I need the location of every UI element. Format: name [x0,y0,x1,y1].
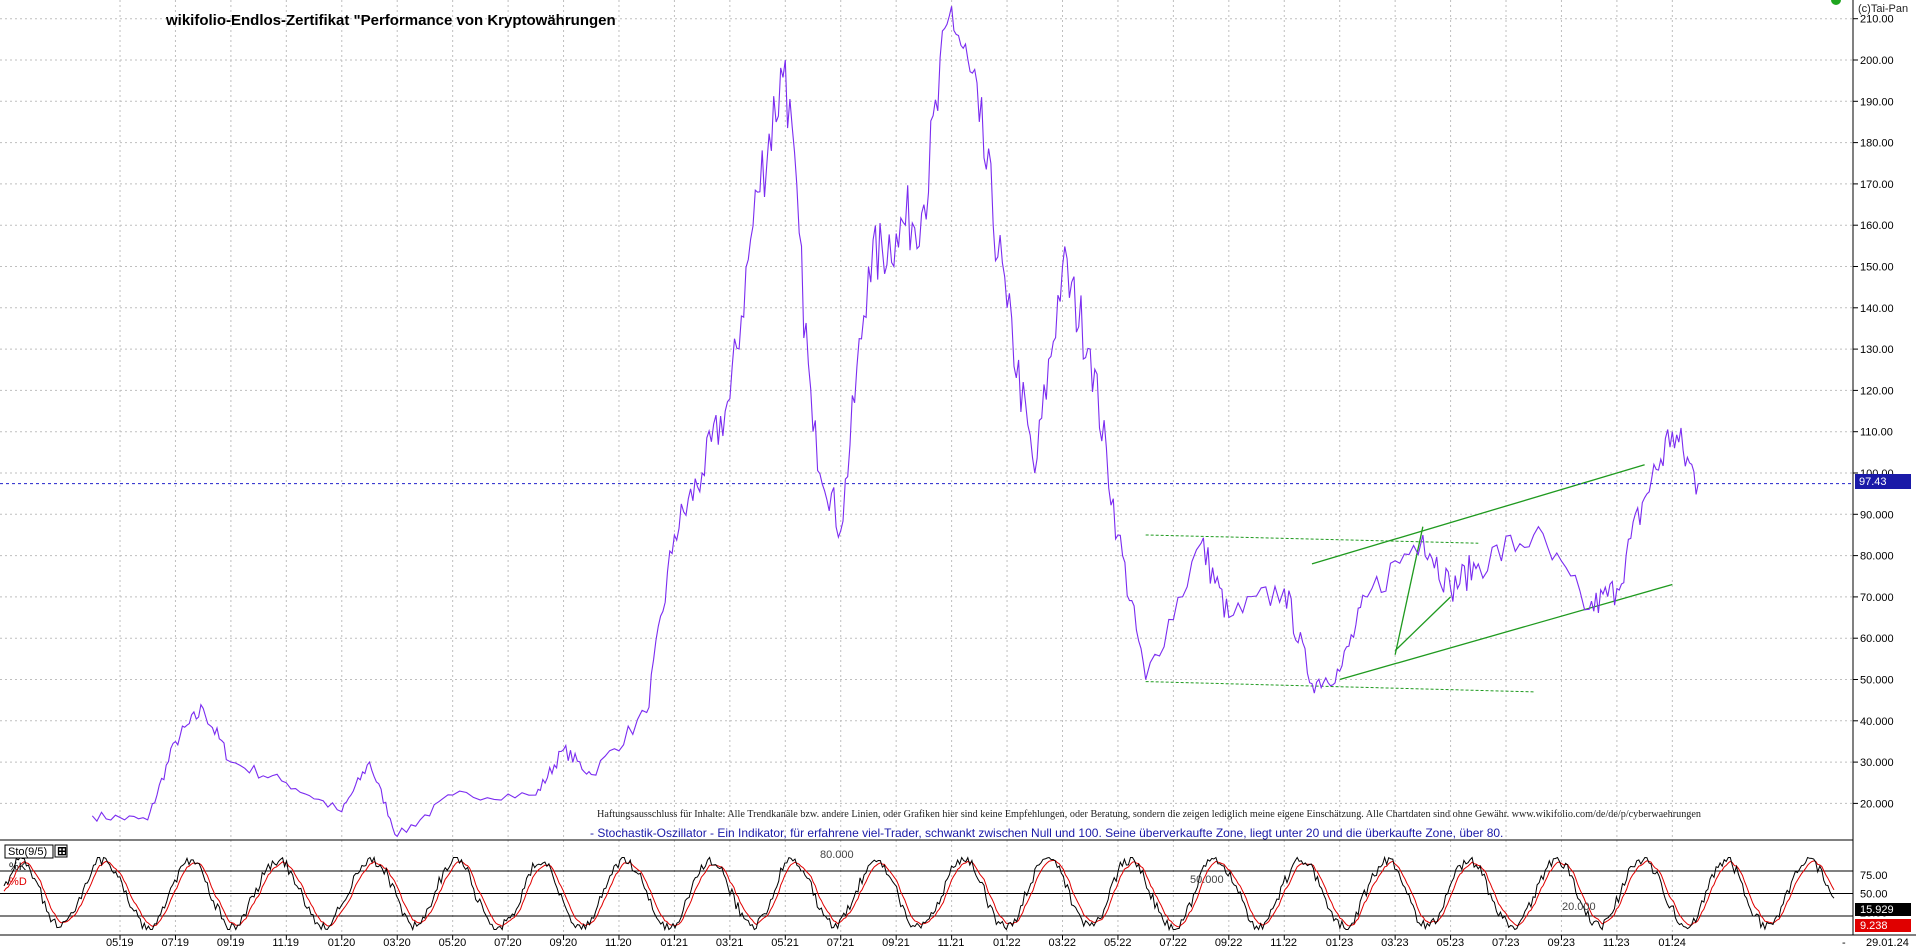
price-line [91,6,1699,838]
time-tick-label: 11.23 [1603,937,1630,948]
indicator-name: Sto(9/5) [8,846,47,858]
last-date-label: 29.01.24 [1866,937,1909,948]
price-tick-label: 120.00 [1860,385,1894,397]
stochastic-tick-label: 75.00 [1860,870,1888,882]
price-tick-label: 40.000 [1860,716,1894,728]
time-tick-label: 05.21 [771,937,799,948]
stochastic-grid [0,870,1853,917]
time-tick-label: 03.21 [716,937,744,948]
status-dot-icon [1831,0,1841,5]
time-tick-label: 11.22 [1270,937,1297,948]
last-price-badge [1855,474,1911,489]
time-tick-label: 03.23 [1381,937,1409,948]
indicator-settings-button[interactable] [54,844,68,858]
stochastic-k-line [3,855,1835,932]
time-tick-label: 09.19 [217,937,245,948]
time-tick-label: 07.19 [161,937,189,948]
copyright-label: (c)Tai-Pan [1858,3,1908,15]
grid-lines [0,0,1853,935]
level-50-label: 50.000 [1190,874,1224,886]
time-tick-label: 03.22 [1049,937,1077,948]
price-axis: 20.000 30.000 40.000 50.000 60.000 70.000 80.0… [1853,14,1894,810]
current-k-badge [1855,903,1911,916]
price-tick-label: 210.00 [1860,14,1894,26]
time-tick-label: 01.24 [1658,937,1686,948]
time-tick-label: 11.20 [605,937,632,948]
price-tick-label: 170.00 [1860,179,1894,191]
price-tick-label: 110.00 [1860,427,1893,439]
level-20-label: 20.000 [1562,901,1596,913]
time-tick-label: 07.22 [1159,937,1187,948]
trend-lines [1145,464,1673,693]
price-tick-label: 20.000 [1860,798,1894,810]
price-tick-label: 60.000 [1860,633,1894,645]
current-k-value: 15.929 [1860,904,1894,916]
stochastic-d-line [3,859,1835,928]
axis-dash: - [1842,937,1846,948]
price-tick-label: 70.000 [1860,592,1894,604]
time-tick-label: 07.21 [827,937,855,948]
time-tick-label: 01.20 [328,937,356,948]
price-tick-label: 200.00 [1860,55,1894,67]
time-tick-label: 11.21 [938,937,965,948]
stochastic-description: - Stochastik-Oszillator - Ein Indikator,… [590,826,1503,840]
last-price-label: 97.43 [1859,476,1887,488]
time-tick-label: 07.20 [494,937,522,948]
level-80-label: 80.000 [820,849,854,861]
price-tick-label: 80.000 [1860,551,1894,563]
price-tick-label: 130.00 [1860,344,1894,356]
stochastic-tick-label: 50.00 [1860,889,1888,901]
d-legend: .%D [6,876,27,888]
price-tick-label: 140.00 [1860,303,1894,315]
time-tick-label: 03.20 [383,937,411,948]
price-tick-label: 160.00 [1860,220,1894,232]
price-tick-label: 30.000 [1860,757,1894,769]
time-axis: 05.19 07.19 09.19 11.19 01.20 03.20 05.20 07.20… [106,935,1686,948]
plus-icon: ⊞ [57,844,67,858]
time-tick-label: 01.22 [993,937,1021,948]
price-tick-label: 180.00 [1860,138,1894,150]
time-tick-label: 09.20 [550,937,578,948]
time-tick-label: 11.19 [272,937,299,948]
chart-title: wikifolio-Endlos-Zertifikat "Performance… [165,12,616,29]
time-tick-label: 05.23 [1437,937,1465,948]
time-tick-label: 01.23 [1326,937,1354,948]
time-tick-label: 05.22 [1104,937,1132,948]
disclaimer-text: Haftungsausschluss für Inhalte: Alle Tre… [597,809,1701,820]
time-tick-label: 09.22 [1215,937,1243,948]
time-tick-label: 05.20 [439,937,467,948]
time-tick-label: 01.21 [660,937,688,948]
price-tick-label: 150.00 [1860,262,1894,274]
current-d-value: 9.238 [1860,920,1888,932]
time-tick-label: 07.23 [1492,937,1520,948]
price-tick-label: 50.000 [1860,675,1894,687]
price-tick-label: 90.000 [1860,509,1894,521]
price-tick-label: 190.00 [1860,96,1894,108]
indicator-name-box[interactable] [4,844,54,859]
time-tick-label: 05.19 [106,937,134,948]
current-d-badge [1855,919,1911,932]
k-legend: %K [9,861,27,873]
time-tick-label: 09.23 [1547,937,1575,948]
time-tick-label: 09.21 [882,937,910,948]
